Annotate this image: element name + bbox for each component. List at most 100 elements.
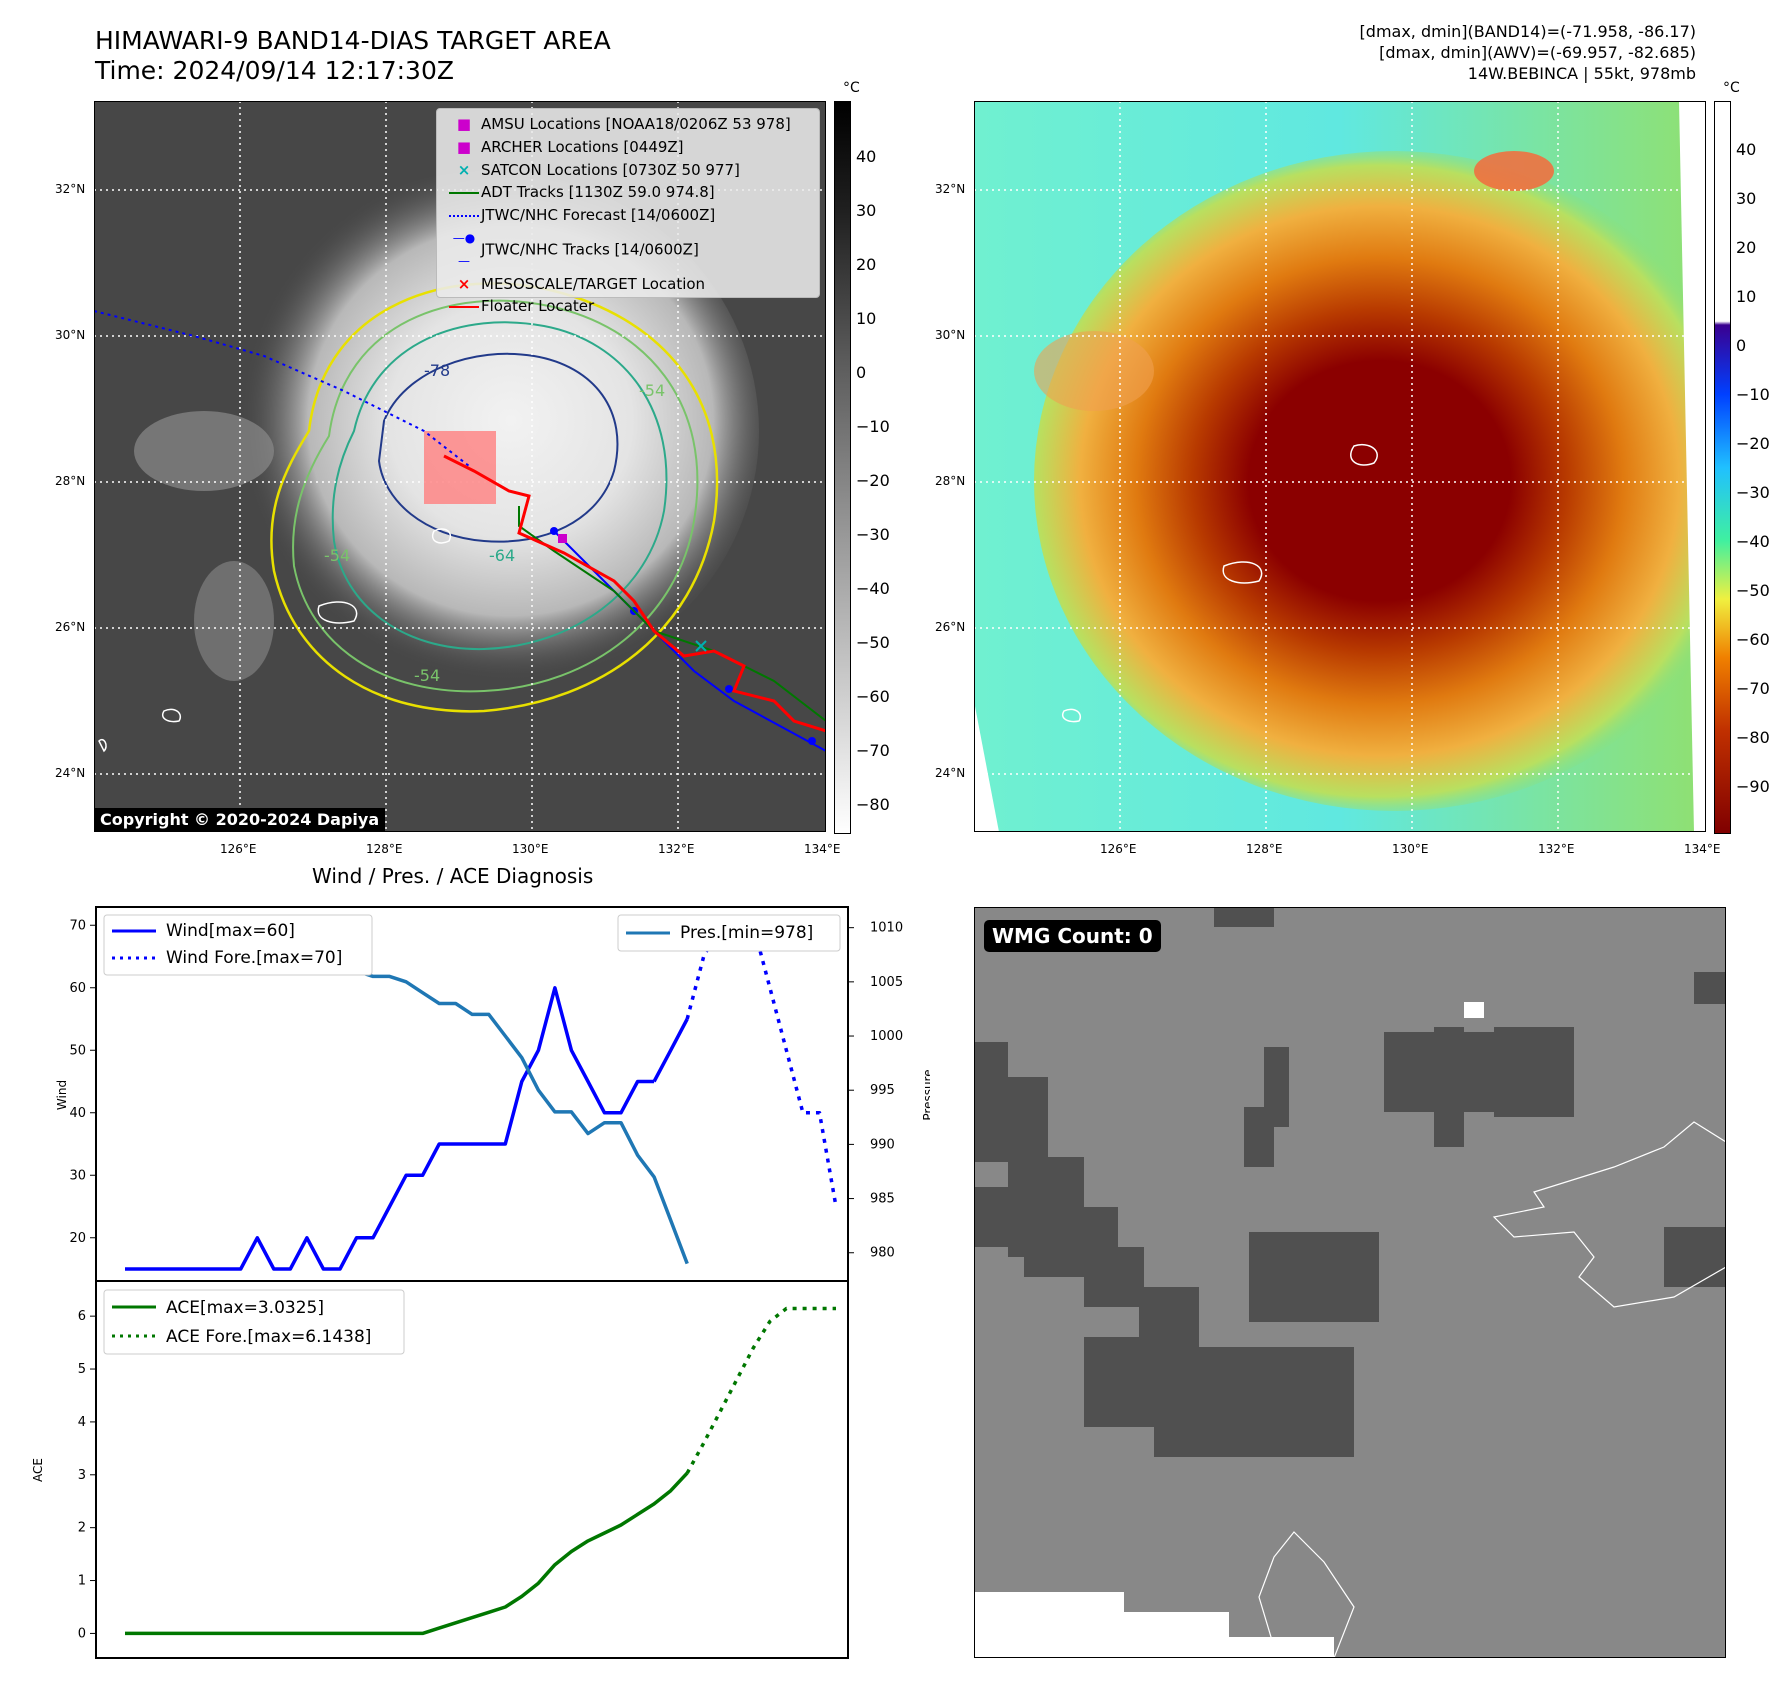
- ir-colorbar-tick: −10: [856, 417, 890, 436]
- pressure-ytick-label: 990: [870, 1137, 895, 1152]
- lon-label: 130°E: [1392, 842, 1429, 856]
- ace-ytick-label: 5: [78, 1362, 86, 1377]
- ace-ytick-label: 3: [78, 1468, 86, 1483]
- ir-colorbar-tick: −30: [856, 525, 890, 544]
- legend-item: ■ AMSU Locations [NOAA18/0206Z 53 978]: [456, 115, 791, 133]
- wind-ytick-label: 60: [69, 981, 86, 996]
- lon-label: 126°E: [220, 842, 257, 856]
- target-box: [424, 431, 496, 504]
- wind-ylabel: Wind: [55, 1080, 69, 1110]
- awv-colorbar-tick: −10: [1736, 385, 1770, 404]
- pressure-ytick-label: 1005: [870, 975, 903, 990]
- lat-label: 32°N: [935, 182, 966, 196]
- ir-colorbar-tick: 0: [856, 363, 867, 382]
- pressure-ytick-label: 980: [870, 1246, 895, 1261]
- contour-labels: -78 -64 -54 -54 -54: [324, 361, 665, 685]
- ace-ytick-label: 2: [78, 1521, 86, 1536]
- lat-label: 30°N: [55, 328, 86, 342]
- ir-colorbar-tick: 40: [856, 147, 877, 166]
- pressure-ytick-label: 1000: [870, 1029, 903, 1044]
- wind-series-line: [125, 986, 655, 1271]
- awv-colorbar-tick: −90: [1736, 777, 1770, 796]
- lat-label: 26°N: [935, 620, 966, 634]
- awv-colorbar-tick: 40: [1736, 140, 1757, 159]
- adt-track: [518, 506, 826, 722]
- awv-map: [974, 101, 1706, 832]
- wind-ytick-label: 30: [69, 1168, 86, 1183]
- legend-item: × MESOSCALE/TARGET Location: [457, 274, 706, 293]
- ir-colorbar-tick: −80: [856, 795, 890, 814]
- contour-label: -54: [414, 666, 440, 685]
- awv-colorbar-tick: −20: [1736, 434, 1770, 453]
- pressure-ytick-label: 985: [870, 1192, 895, 1207]
- pressure-legend: Pres.[min=978]: [617, 914, 841, 952]
- ace-ytick-label: 1: [78, 1574, 86, 1589]
- wind-legend: Wind[max=60] Wind Fore.[max=70]: [103, 914, 373, 976]
- wmg-count: WMG Count: 0: [984, 920, 1161, 952]
- ir-colorbar-unit: °C: [843, 80, 860, 96]
- lon-label: 134°E: [1684, 842, 1721, 856]
- awv-colorbar-tick: −60: [1736, 630, 1770, 649]
- legend-item: —●—JTWC/NHC Tracks [14/0600Z]: [452, 230, 699, 268]
- lon-label: 126°E: [1100, 842, 1137, 856]
- ace-legend: ACE[max=3.0325] ACE Fore.[max=6.1438]: [103, 1289, 405, 1355]
- awv-colorbar-tick: 30: [1736, 189, 1757, 208]
- awv-colorbar-tick: 0: [1736, 336, 1747, 355]
- figure-title: HIMAWARI-9 BAND14-DIAS TARGET AREA: [95, 26, 611, 55]
- legend-ace-fore: ACE Fore.[max=6.1438]: [166, 1327, 371, 1347]
- diagnosis-title: Wind / Pres. / ACE Diagnosis: [312, 864, 594, 888]
- awv-colorbar-tick: −30: [1736, 483, 1770, 502]
- awv-colorbar-tick: 10: [1736, 287, 1757, 306]
- wind-ace-charts: Wind Pressure ACE 2030405060709809859909…: [31, 906, 930, 1659]
- wind-ytick-label: 50: [69, 1043, 86, 1058]
- ace-ytick-label: 6: [78, 1309, 86, 1324]
- legend-item: JTWC/NHC Forecast [14/0600Z]: [447, 204, 791, 227]
- ace-ylabel: ACE: [31, 1458, 45, 1482]
- wind-series-line: [652, 1018, 689, 1083]
- awv-colorbar-unit: °C: [1723, 80, 1740, 96]
- lon-label: 132°E: [1538, 842, 1575, 856]
- legend-item: Floater Locater: [447, 295, 791, 318]
- ir-colorbar-tick: −40: [856, 579, 890, 598]
- pressure-ytick-label: 995: [870, 1083, 895, 1098]
- wmg-panel: [974, 907, 1726, 1658]
- jtwc-track: [553, 530, 826, 752]
- map-legend: ■ AMSU Locations [NOAA18/0206Z 53 978] ■ A…: [436, 108, 820, 315]
- copyright-label: Copyright © 2020-2024 Dapiya: [94, 808, 386, 831]
- ir-colorbar-tick: 10: [856, 309, 877, 328]
- awv-colorbar-tick: −40: [1736, 532, 1770, 551]
- lon-label: 128°E: [1246, 842, 1283, 856]
- ace-series-line: [125, 1471, 689, 1636]
- ir-colorbar: [834, 101, 851, 834]
- wind-ytick-label: 70: [69, 918, 86, 933]
- legend-item: × SATCON Locations [0730Z 50 977]: [457, 160, 740, 179]
- lon-label: 130°E: [512, 842, 549, 856]
- awv-minmax: [dmax, dmin](AWV)=(-69.957, -82.685): [1379, 43, 1696, 62]
- ir-colorbar-tick: 20: [856, 255, 877, 274]
- lat-label: 32°N: [55, 182, 86, 196]
- ace-ytick-label: 0: [78, 1626, 86, 1641]
- legend-wind-fore: Wind Fore.[max=70]: [166, 948, 342, 968]
- lat-label: 24°N: [55, 766, 86, 780]
- band14-minmax: [dmax, dmin](BAND14)=(-71.958, -86.17): [1359, 22, 1696, 41]
- contour-label: -78: [424, 361, 450, 380]
- storm-info: 14W.BEBINCA | 55kt, 978mb: [1467, 64, 1696, 83]
- ace-ytick-label: 4: [78, 1415, 86, 1430]
- awv-colorbar: [1714, 101, 1731, 834]
- lat-label: 28°N: [935, 474, 966, 488]
- lon-label: 134°E: [804, 842, 841, 856]
- legend-wind: Wind[max=60]: [166, 921, 295, 941]
- lat-label: 28°N: [55, 474, 86, 488]
- legend-item: ADT Tracks [1130Z 59.0 974.8]: [447, 181, 791, 204]
- ace-forecast-line: [685, 1306, 836, 1474]
- lat-label: 24°N: [935, 766, 966, 780]
- awv-colorbar-tick: −70: [1736, 679, 1770, 698]
- lat-label: 26°N: [55, 620, 86, 634]
- legend-pressure: Pres.[min=978]: [680, 923, 813, 943]
- awv-colorbar-tick: 20: [1736, 238, 1757, 257]
- lat-label: 30°N: [935, 328, 966, 342]
- ir-colorbar-tick: −70: [856, 741, 890, 760]
- legend-item: ■ ARCHER Locations [0449Z]: [456, 137, 684, 156]
- ir-colorbar-tick: −50: [856, 633, 890, 652]
- ir-colorbar-tick: 30: [856, 201, 877, 220]
